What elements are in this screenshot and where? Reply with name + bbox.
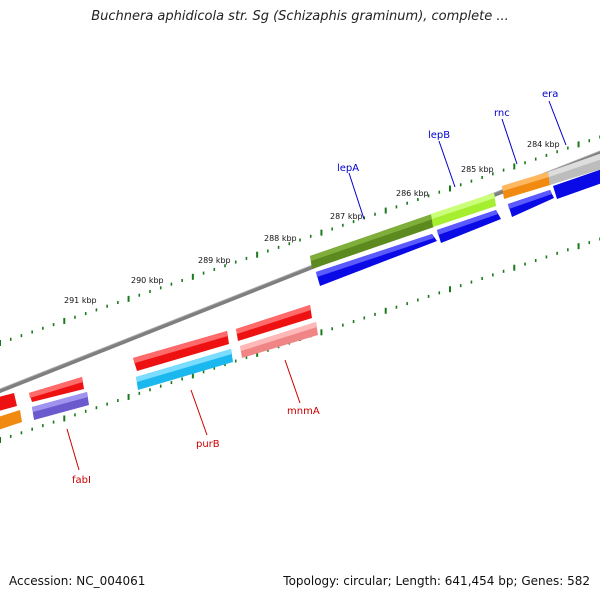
gene-label-fabI: fabI bbox=[72, 475, 91, 486]
gene-mnmA[interactable] bbox=[240, 322, 318, 358]
ruler-label-289: 289 kbp bbox=[198, 256, 231, 265]
ruler-label-290: 290 kbp bbox=[131, 276, 164, 285]
ruler-ticks-outer bbox=[0, 135, 600, 346]
ruler-label-284: 284 kbp bbox=[527, 140, 560, 149]
ruler-label-288: 288 kbp bbox=[264, 234, 297, 243]
gene-purB[interactable] bbox=[136, 349, 233, 390]
gene-label-mnmA: mnmA bbox=[287, 406, 320, 417]
leader-lepB bbox=[438, 140, 456, 188]
gene-rnc[interactable] bbox=[502, 172, 550, 199]
gene-fabI-red[interactable] bbox=[29, 377, 84, 402]
gene-label-era: era bbox=[542, 89, 558, 100]
map-title: Buchnera aphidicola str. Sg (Schizaphis … bbox=[91, 9, 509, 24]
gene-blue-3[interactable] bbox=[508, 190, 554, 217]
ruler-label-286: 286 kbp bbox=[396, 189, 429, 198]
gene-mnmA-red[interactable] bbox=[236, 305, 312, 341]
ruler-label-287: 287 kbp bbox=[330, 212, 363, 221]
leader-fabI bbox=[66, 428, 80, 471]
gene-left-red[interactable] bbox=[0, 393, 17, 412]
gene-blue-1[interactable] bbox=[316, 234, 437, 286]
leader-rnc bbox=[501, 118, 518, 165]
gene-label-rnc: rnc bbox=[494, 108, 510, 119]
gene-purB-red[interactable] bbox=[133, 331, 229, 371]
gene-blue-2[interactable] bbox=[437, 210, 501, 243]
leader-era bbox=[548, 100, 567, 146]
ruler-label-291: 291 kbp bbox=[64, 296, 97, 305]
gene-lepA[interactable] bbox=[310, 214, 434, 269]
leader-purB bbox=[190, 389, 208, 436]
gene-label-purB: purB bbox=[196, 439, 220, 450]
gene-era[interactable] bbox=[548, 152, 600, 185]
gene-fabI[interactable] bbox=[32, 392, 89, 420]
gene-blue-4[interactable] bbox=[553, 168, 600, 199]
ruler-label-285: 285 kbp bbox=[461, 165, 494, 174]
gene-label-lepB: lepB bbox=[428, 130, 450, 141]
gene-label-lepA: lepA bbox=[337, 163, 359, 174]
gene-left-orange[interactable] bbox=[0, 410, 22, 431]
topology-summary-text: Topology: circular; Length: 641,454 bp; … bbox=[283, 574, 590, 588]
leader-mnmA bbox=[284, 359, 301, 404]
accession-text: Accession: NC_004061 bbox=[9, 574, 146, 588]
gene-lepB[interactable] bbox=[431, 193, 496, 227]
leader-lepA bbox=[348, 172, 365, 220]
